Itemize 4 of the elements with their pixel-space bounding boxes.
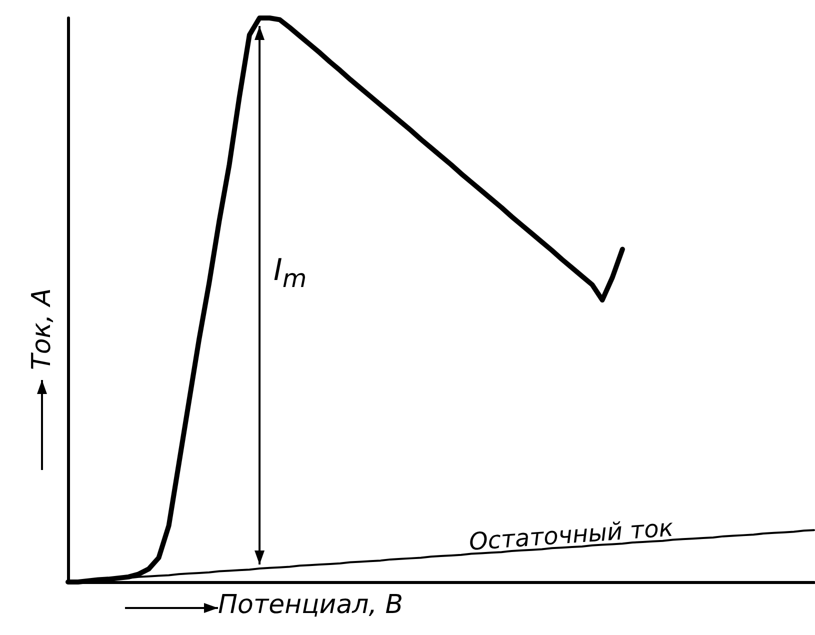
y-axis-title: Ток, А bbox=[27, 288, 57, 370]
annotation: I$_{m}$ bbox=[274, 253, 307, 294]
x-axis-title: Потенциал, В bbox=[218, 590, 404, 620]
annotation: Остаточный ток bbox=[468, 514, 674, 556]
